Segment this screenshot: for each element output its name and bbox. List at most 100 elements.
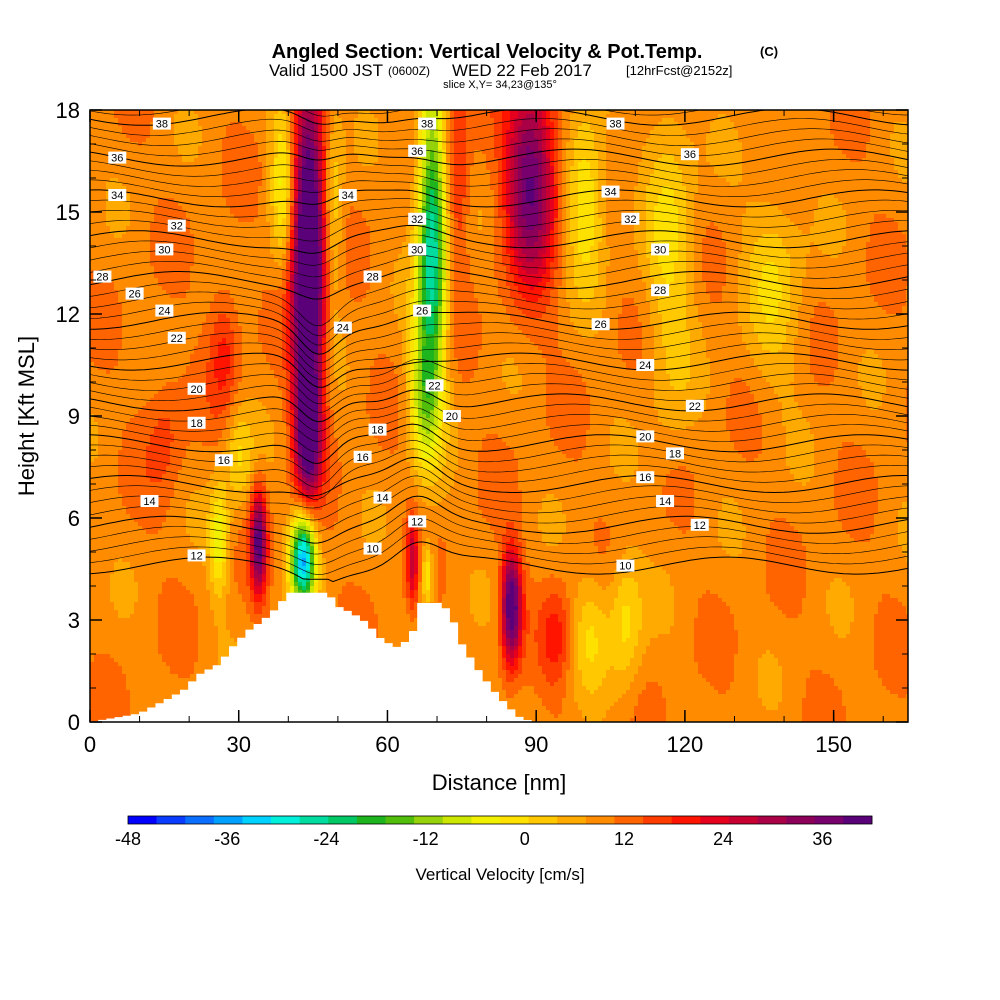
velocity-cell [310,194,315,199]
velocity-cell [126,170,131,175]
velocity-cell [594,194,599,199]
velocity-cell [238,190,243,195]
velocity-cell [630,114,635,119]
velocity-cell [426,130,431,135]
velocity-cell [622,174,627,179]
velocity-cell [650,154,655,159]
velocity-cell [426,146,431,151]
velocity-cell [418,166,423,171]
velocity-cell [678,134,683,139]
velocity-cell [510,158,515,163]
velocity-cell [730,198,735,203]
velocity-cell [214,118,219,123]
velocity-cell [226,178,231,183]
velocity-cell [206,126,211,131]
velocity-cell [590,162,595,167]
velocity-cell [218,202,223,207]
velocity-cell [718,182,723,187]
velocity-cell [426,142,431,147]
velocity-cell [274,206,279,211]
velocity-cell [710,190,715,195]
velocity-cell [734,162,739,167]
velocity-cell [766,162,771,167]
velocity-cell [358,170,363,175]
velocity-cell [598,174,603,179]
velocity-cell [510,150,515,155]
velocity-cell [362,182,367,187]
velocity-cell [734,150,739,155]
velocity-cell [470,118,475,123]
velocity-cell [514,158,519,163]
velocity-cell [802,126,807,131]
velocity-cell [314,182,319,187]
velocity-cell [478,190,483,195]
velocity-cell [498,130,503,135]
velocity-cell [458,154,463,159]
velocity-cell [506,126,511,131]
velocity-cell [490,166,495,171]
velocity-cell [270,134,275,139]
velocity-cell [506,134,511,139]
velocity-cell [518,130,523,135]
velocity-cell [770,150,775,155]
velocity-cell [246,162,251,167]
velocity-cell [698,134,703,139]
velocity-cell [274,114,279,119]
velocity-cell [318,118,323,123]
velocity-cell [194,150,199,155]
velocity-cell [782,122,787,127]
velocity-cell [294,178,299,183]
velocity-cell [286,162,291,167]
velocity-cell [146,198,151,203]
velocity-cell [894,118,899,123]
velocity-cell [154,170,159,175]
velocity-cell [542,202,547,207]
velocity-cell [242,122,247,127]
velocity-cell [290,190,295,195]
velocity-cell [358,174,363,179]
velocity-cell [646,114,651,119]
velocity-cell [590,134,595,139]
velocity-cell [334,178,339,183]
velocity-cell [606,130,611,135]
velocity-cell [190,194,195,199]
velocity-cell [770,194,775,199]
velocity-cell [174,174,179,179]
velocity-cell [814,150,819,155]
velocity-cell [774,162,779,167]
velocity-cell [626,166,631,171]
velocity-cell [262,202,267,207]
velocity-cell [342,166,347,171]
velocity-cell [278,190,283,195]
velocity-cell [546,122,551,127]
velocity-cell [570,146,575,151]
velocity-cell [166,150,171,155]
velocity-cell [690,142,695,147]
velocity-cell [522,186,527,191]
velocity-cell [630,118,635,123]
velocity-cell [866,134,871,139]
velocity-cell [494,142,499,147]
velocity-cell [170,166,175,171]
velocity-cell [802,146,807,151]
velocity-cell [770,174,775,179]
velocity-cell [386,190,391,195]
velocity-cell [546,126,551,131]
velocity-cell [542,190,547,195]
velocity-cell [454,154,459,159]
velocity-cell [842,142,847,147]
velocity-cell [642,154,647,159]
velocity-cell [206,190,211,195]
velocity-cell [298,170,303,175]
velocity-cell [114,202,119,207]
velocity-cell [706,134,711,139]
velocity-cell [326,170,331,175]
velocity-cell [770,202,775,207]
velocity-cell [614,130,619,135]
velocity-cell [782,170,787,175]
velocity-cell [494,174,499,179]
velocity-cell [330,150,335,155]
velocity-cell [386,150,391,155]
velocity-cell [266,114,271,119]
velocity-cell [338,134,343,139]
